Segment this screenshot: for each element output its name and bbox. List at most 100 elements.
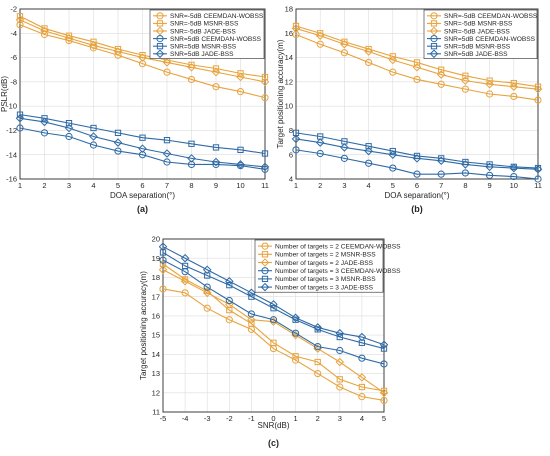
- data-point: [247, 310, 255, 318]
- data-point: [436, 156, 446, 166]
- legend-entry: Number of targets = 2 MSNR-BSS: [275, 252, 376, 259]
- data-point: [163, 158, 171, 166]
- data-point: [159, 285, 167, 293]
- series-line-4: [19, 114, 266, 155]
- legend-entry: SNR=-5dB JADE-BSS: [170, 28, 236, 35]
- data-point: [163, 137, 171, 144]
- x-axis-label: SNR(dB): [257, 421, 289, 430]
- data-point: [335, 328, 345, 338]
- data-point: [389, 164, 397, 172]
- x-tick-label: 3: [338, 414, 342, 423]
- data-point: [438, 66, 445, 73]
- legend-box: [149, 9, 265, 59]
- data-point: [437, 80, 445, 88]
- data-point: [211, 157, 221, 167]
- series-line-4: [295, 132, 539, 169]
- data-point: [364, 146, 373, 156]
- data-point: [314, 326, 321, 333]
- legend-marker: [261, 275, 269, 283]
- x-tick-label: 10: [510, 181, 518, 190]
- data-point: [380, 360, 388, 368]
- x-tick-label: 4: [367, 181, 371, 190]
- x-tick-label: 4: [360, 414, 364, 423]
- data-point: [114, 147, 122, 155]
- x-tick-label: 3: [342, 181, 346, 190]
- x-tick-label: -3: [204, 414, 211, 423]
- legend-entry: SNR=5dB MSNR-BSS: [170, 44, 237, 51]
- data-point: [358, 383, 366, 391]
- legend-box: [254, 239, 384, 293]
- data-point: [90, 124, 97, 132]
- data-point: [181, 262, 189, 270]
- data-point: [510, 92, 518, 101]
- data-point: [316, 149, 324, 158]
- y-tick-label: -6: [10, 53, 17, 62]
- data-point: [510, 172, 518, 181]
- data-point: [260, 77, 270, 87]
- data-point: [16, 124, 24, 132]
- x-tick-label: 11: [534, 181, 542, 190]
- data-point: [461, 85, 469, 93]
- data-point: [364, 47, 373, 56]
- y-tick-label: -8: [10, 77, 17, 86]
- y-tick-label: 4: [289, 175, 293, 184]
- legend-entry: Number of targets = 3 MSNR-BSS: [275, 276, 376, 283]
- data-point: [379, 340, 389, 349]
- data-point: [158, 242, 168, 251]
- data-point: [237, 146, 244, 153]
- y-tick-label: 16: [152, 311, 160, 320]
- x-tick-label: 5: [116, 181, 120, 190]
- data-point: [389, 68, 397, 76]
- x-tick-label: 0: [271, 414, 275, 423]
- legend-marker: [430, 20, 438, 27]
- panel-caption: (b): [411, 204, 423, 214]
- y-axis-label: Target positioning accuracy(m): [139, 271, 148, 380]
- legend-entry: Number of targets = 2 JADE-BSS: [275, 260, 374, 267]
- legend-marker: [430, 35, 438, 43]
- data-point: [357, 373, 367, 382]
- data-point: [15, 114, 25, 123]
- x-tick-label: 2: [318, 181, 322, 190]
- data-point: [202, 288, 212, 298]
- data-point: [40, 117, 49, 127]
- data-point: [203, 283, 211, 291]
- series-line-0: [295, 33, 539, 101]
- series-line-2: [295, 27, 539, 90]
- data-point: [113, 47, 123, 56]
- data-point: [388, 150, 398, 159]
- data-point: [292, 329, 300, 337]
- data-point: [292, 353, 299, 360]
- data-point: [65, 120, 73, 127]
- data-point: [212, 144, 220, 151]
- series-line-3: [295, 149, 539, 180]
- data-point: [315, 31, 325, 40]
- series-line-0: [19, 24, 266, 99]
- data-point: [212, 65, 220, 72]
- legend-entry: SNR=-5dB CEEMDAN-WOBSS: [170, 13, 264, 20]
- y-axis-label: PSLR(dB): [0, 76, 9, 112]
- data-point: [510, 79, 517, 87]
- series-line-5: [162, 246, 385, 346]
- data-point: [261, 150, 269, 157]
- data-point: [270, 305, 277, 312]
- series-line-0: [162, 288, 385, 402]
- x-axis-label: DOA separation(°): [110, 191, 175, 200]
- data-point: [509, 163, 519, 173]
- x-tick-label: 2: [42, 181, 46, 190]
- data-point: [316, 40, 324, 48]
- data-point: [139, 134, 146, 141]
- data-point: [260, 162, 270, 172]
- data-point: [365, 159, 373, 167]
- data-point: [315, 138, 325, 147]
- series-line-2: [162, 269, 385, 394]
- x-tick-label: -5: [160, 414, 167, 423]
- legend-entry: Number of targets = 3 JADE-BSS: [275, 284, 374, 291]
- series-line-2: [19, 19, 266, 83]
- x-tick-label: 8: [189, 181, 193, 190]
- data-point: [509, 82, 519, 91]
- data-point: [65, 132, 73, 141]
- data-point: [187, 75, 196, 84]
- data-point: [212, 83, 220, 91]
- data-point: [340, 154, 348, 162]
- y-tick-label: 18: [285, 5, 293, 14]
